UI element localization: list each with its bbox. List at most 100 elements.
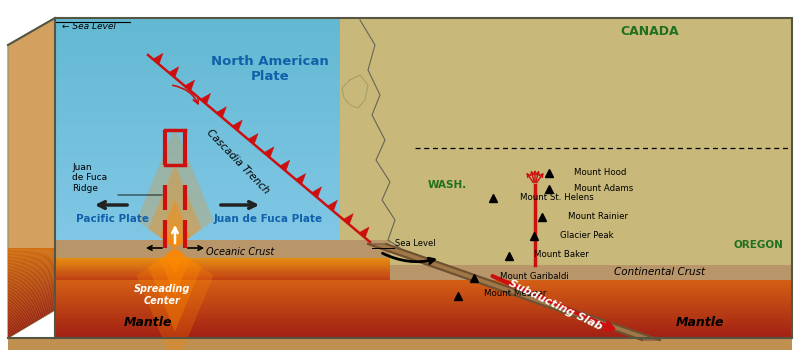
Text: Juan de Fuca Plate: Juan de Fuca Plate <box>214 214 322 224</box>
Polygon shape <box>55 35 390 41</box>
Polygon shape <box>8 308 55 336</box>
Polygon shape <box>8 299 55 323</box>
Polygon shape <box>55 237 390 242</box>
Polygon shape <box>55 98 390 104</box>
Polygon shape <box>160 199 190 248</box>
Polygon shape <box>8 296 55 320</box>
Polygon shape <box>55 110 390 116</box>
Polygon shape <box>55 267 390 268</box>
Polygon shape <box>55 208 390 213</box>
Polygon shape <box>55 173 390 179</box>
Polygon shape <box>55 263 792 265</box>
Polygon shape <box>55 267 792 269</box>
Polygon shape <box>55 273 792 275</box>
Polygon shape <box>8 253 55 257</box>
Polygon shape <box>55 320 792 322</box>
Polygon shape <box>55 104 390 110</box>
Text: Mantle: Mantle <box>676 315 724 329</box>
Polygon shape <box>8 309 55 338</box>
Polygon shape <box>55 334 792 335</box>
Polygon shape <box>55 301 792 302</box>
Polygon shape <box>55 302 792 303</box>
Polygon shape <box>55 284 792 286</box>
Polygon shape <box>8 271 55 282</box>
Polygon shape <box>55 29 390 35</box>
Polygon shape <box>55 52 390 58</box>
Polygon shape <box>55 248 792 250</box>
Text: Glacier Peak: Glacier Peak <box>560 231 614 240</box>
Polygon shape <box>160 248 190 296</box>
Polygon shape <box>55 317 792 318</box>
Polygon shape <box>55 276 792 278</box>
Polygon shape <box>137 248 214 350</box>
Polygon shape <box>8 254 55 259</box>
Polygon shape <box>55 324 792 326</box>
Polygon shape <box>166 222 183 248</box>
Polygon shape <box>8 274 55 287</box>
Text: Mount Garibaldi: Mount Garibaldi <box>500 272 569 281</box>
Polygon shape <box>8 269 55 280</box>
Polygon shape <box>55 326 792 328</box>
Polygon shape <box>8 257 55 263</box>
Text: ← Sea Level: ← Sea Level <box>62 22 116 31</box>
Polygon shape <box>8 287 55 307</box>
Polygon shape <box>8 289 55 309</box>
Polygon shape <box>55 269 792 271</box>
Polygon shape <box>8 302 55 328</box>
Polygon shape <box>8 260 55 267</box>
Polygon shape <box>8 306 55 334</box>
Polygon shape <box>55 254 792 256</box>
Polygon shape <box>55 277 390 278</box>
Polygon shape <box>216 107 226 118</box>
Polygon shape <box>55 261 390 262</box>
Polygon shape <box>153 53 163 64</box>
Text: Sea Level: Sea Level <box>395 239 436 248</box>
Polygon shape <box>55 296 792 297</box>
Text: WASH.: WASH. <box>428 180 467 190</box>
Polygon shape <box>55 322 792 323</box>
Polygon shape <box>55 288 792 290</box>
Polygon shape <box>55 314 792 315</box>
Polygon shape <box>8 292 55 313</box>
Polygon shape <box>55 76 390 81</box>
Polygon shape <box>55 271 792 272</box>
Polygon shape <box>55 162 390 168</box>
Polygon shape <box>55 168 390 173</box>
Polygon shape <box>55 240 390 258</box>
Text: Mount Hood: Mount Hood <box>574 168 626 177</box>
Polygon shape <box>232 120 242 131</box>
Polygon shape <box>8 307 55 335</box>
Polygon shape <box>8 298 55 322</box>
Polygon shape <box>8 284 55 302</box>
Polygon shape <box>55 116 390 121</box>
Polygon shape <box>55 93 390 98</box>
Polygon shape <box>55 268 390 269</box>
Polygon shape <box>8 258 55 265</box>
Polygon shape <box>55 305 792 307</box>
Polygon shape <box>8 338 792 350</box>
Polygon shape <box>8 279 55 294</box>
Polygon shape <box>55 278 390 279</box>
Polygon shape <box>8 248 55 250</box>
Polygon shape <box>55 323 792 324</box>
Polygon shape <box>55 156 390 162</box>
Polygon shape <box>149 164 202 248</box>
Polygon shape <box>166 248 183 274</box>
Polygon shape <box>55 280 792 281</box>
Polygon shape <box>55 219 390 225</box>
Text: Spreading
Center: Spreading Center <box>134 284 190 306</box>
Polygon shape <box>55 47 390 52</box>
Polygon shape <box>55 266 792 267</box>
Polygon shape <box>55 262 390 264</box>
Polygon shape <box>55 145 390 150</box>
Polygon shape <box>8 293 55 315</box>
Text: North American
Plate: North American Plate <box>211 55 329 83</box>
Polygon shape <box>55 41 390 47</box>
Polygon shape <box>8 18 55 338</box>
Polygon shape <box>327 200 338 211</box>
Polygon shape <box>55 185 390 190</box>
Polygon shape <box>8 280 55 296</box>
Polygon shape <box>8 277 55 292</box>
Text: OREGON: OREGON <box>733 240 783 250</box>
Polygon shape <box>8 262 55 271</box>
